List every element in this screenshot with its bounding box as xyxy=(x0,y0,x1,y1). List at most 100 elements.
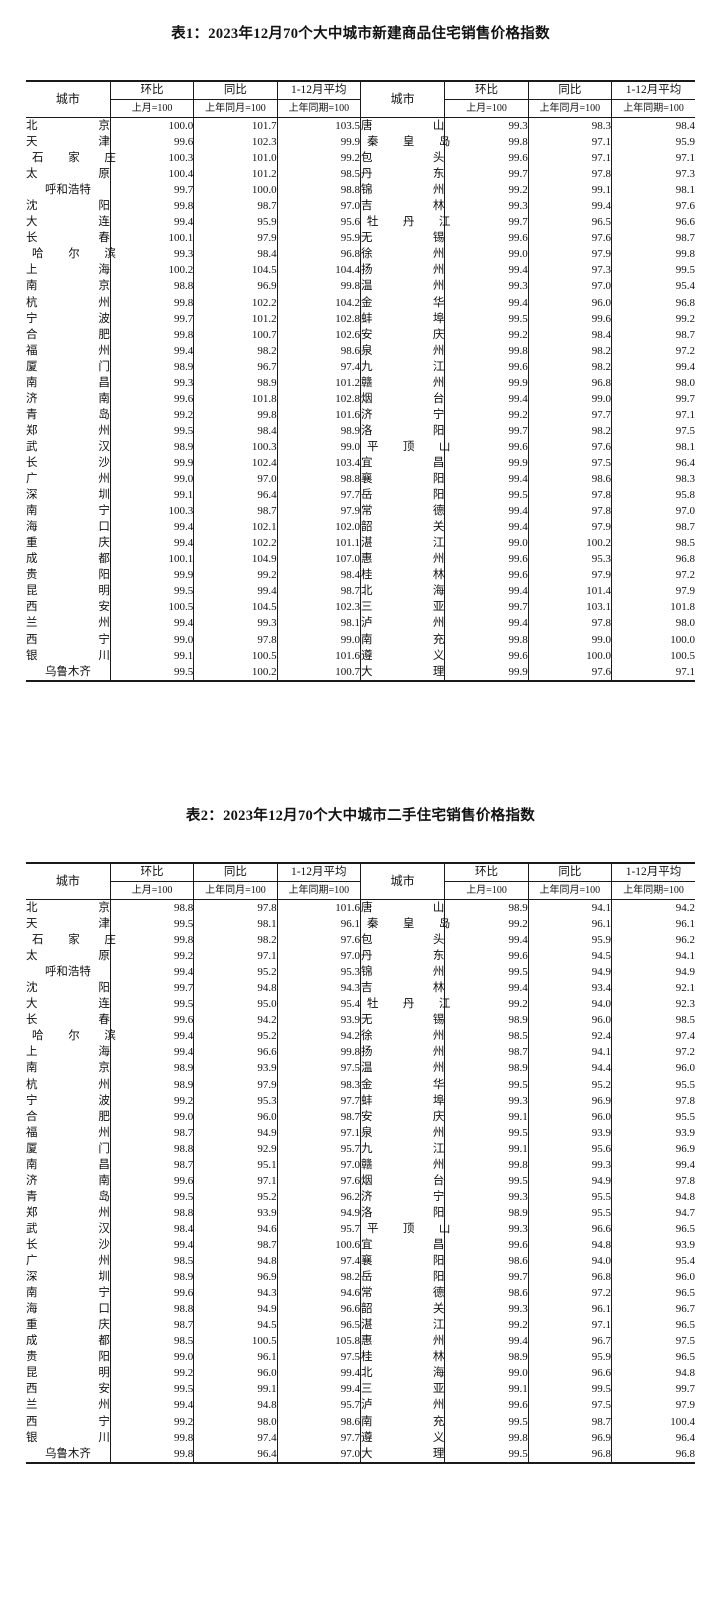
value-avg-left: 98.1 xyxy=(277,615,361,632)
t1-subhead-yoy-left: 上年同月=100 xyxy=(193,99,278,118)
value-yoy-left: 97.4 xyxy=(193,1429,278,1446)
value-yoy-right: 98.2 xyxy=(528,342,613,359)
city-name-right: 徐州 xyxy=(359,1028,446,1045)
city-name-left: 上海 xyxy=(26,262,111,279)
value-yoy-right: 95.9 xyxy=(528,1349,613,1366)
value-yoy-right: 96.6 xyxy=(528,1220,613,1237)
city-name-right: 大理 xyxy=(359,663,446,682)
value-avg-right: 94.9 xyxy=(675,966,695,979)
value-mom-left: 99.8 xyxy=(110,1429,195,1446)
table-row: 长沙 99.4 98.7 100.6 宜昌 99.6 94.8 93.9 xyxy=(26,1236,695,1254)
city-name-right: 烟台 xyxy=(359,1172,446,1189)
value-yoy-right: 99.4 xyxy=(528,198,613,215)
table-row: 银川 99.8 97.4 97.7 遵义 99.8 96.9 96.4 xyxy=(26,1429,695,1446)
city-name-right: 常德 xyxy=(359,1285,446,1302)
table-section-2: 表2：2023年12月70个大中城市二手住宅销售价格指数 城市 环比 同比 1-… xyxy=(0,782,721,1464)
value-mom-left: 99.5 xyxy=(110,1381,195,1398)
value-yoy-right: 96.8 xyxy=(528,1445,613,1464)
value-avg-left: 99.8 xyxy=(277,1044,361,1061)
city-name-left: 贵阳 xyxy=(26,567,111,584)
value-mom-left: 99.5 xyxy=(110,996,195,1013)
value-mom-left: 99.8 xyxy=(110,294,195,311)
table-row: 长春 99.6 94.2 93.9 无锡 98.9 96.0 98.5 xyxy=(26,1012,695,1029)
table-row: 成都 98.5 100.5 105.8 惠州 99.4 96.7 97.5 xyxy=(26,1333,695,1350)
value-mom-left: 99.0 xyxy=(110,1349,195,1366)
value-mom-right: 98.7 xyxy=(444,1044,529,1061)
city-name-right: 丹东 xyxy=(359,166,446,183)
value-avg-right: 101.8 xyxy=(670,601,695,614)
value-yoy-left: 104.5 xyxy=(193,599,278,616)
t1-header-group-mom-left: 环比 xyxy=(109,80,195,100)
value-avg-right: 97.3 xyxy=(675,168,695,181)
table-row: 乌鲁木齐 99.5 100.2 100.7 大理 99.9 97.6 97.1 xyxy=(26,663,695,682)
value-yoy-left: 101.8 xyxy=(193,390,278,407)
value-yoy-right: 93.4 xyxy=(528,980,613,997)
value-yoy-left: 95.3 xyxy=(193,1092,278,1109)
city-name-right: 九江 xyxy=(359,1140,446,1157)
city-name-left: 西安 xyxy=(26,599,111,616)
city-name-left: 沈阳 xyxy=(26,980,111,997)
value-yoy-right: 97.8 xyxy=(528,503,613,520)
t1-header-group-yoy-right: 同比 xyxy=(527,80,613,100)
value-yoy-right: 95.6 xyxy=(528,1140,613,1157)
value-avg-left: 97.4 xyxy=(277,358,361,375)
city-name-left: 宁波 xyxy=(26,1092,111,1109)
value-avg-right: 97.2 xyxy=(675,1046,695,1059)
table-row: 上海 99.4 96.6 99.8 扬州 98.7 94.1 97.2 xyxy=(26,1044,695,1061)
city-name-right: 牡丹江 xyxy=(359,996,450,1013)
city-name-left: 南昌 xyxy=(26,1156,111,1173)
value-mom-left: 98.7 xyxy=(110,1317,195,1334)
value-yoy-left: 98.1 xyxy=(193,916,278,933)
value-yoy-left: 92.9 xyxy=(193,1140,278,1157)
value-mom-left: 98.8 xyxy=(110,1204,195,1221)
city-name-left: 沈阳 xyxy=(26,198,111,215)
city-name-right: 三亚 xyxy=(359,599,446,616)
city-name-left: 长沙 xyxy=(26,1236,111,1254)
value-avg-left: 95.3 xyxy=(277,964,361,981)
value-mom-left: 100.2 xyxy=(110,262,195,279)
value-yoy-right: 99.1 xyxy=(528,182,613,199)
table-row: 哈尔滨 99.3 98.4 96.8 徐州 99.0 97.9 99.8 xyxy=(26,246,695,263)
value-avg-left: 94.2 xyxy=(277,1028,361,1045)
table-row: 合肥 99.8 100.7 102.6 安庆 99.2 98.4 98.7 xyxy=(26,326,695,343)
value-mom-right: 99.2 xyxy=(444,406,529,423)
value-avg-left: 103.4 xyxy=(277,454,361,472)
city-name-left: 重庆 xyxy=(26,1317,111,1334)
value-mom-left: 99.8 xyxy=(110,932,195,949)
value-avg-left: 102.0 xyxy=(277,519,361,536)
table-row: 昆明 99.2 96.0 99.4 北海 99.0 96.6 94.8 xyxy=(26,1365,695,1382)
value-yoy-left: 94.8 xyxy=(193,980,278,997)
city-name-right: 秦皇岛 xyxy=(359,916,450,933)
value-mom-left: 99.4 xyxy=(110,1028,195,1045)
table-row: 杭州 99.8 102.2 104.2 金华 99.4 96.0 96.8 xyxy=(26,294,695,311)
value-avg-right: 97.1 xyxy=(675,152,695,165)
value-avg-right: 98.5 xyxy=(675,537,695,550)
t1-header-city-left: 城市 xyxy=(26,80,111,118)
value-mom-right: 99.4 xyxy=(444,471,529,488)
value-avg-left: 95.6 xyxy=(277,214,361,231)
value-mom-left: 99.7 xyxy=(110,182,195,199)
value-avg-right: 100.4 xyxy=(670,1415,695,1428)
value-mom-right: 99.0 xyxy=(444,535,529,552)
value-mom-right: 99.8 xyxy=(444,1156,529,1173)
value-mom-right: 99.4 xyxy=(444,932,529,949)
city-name-left: 北京 xyxy=(26,117,111,135)
value-mom-left: 99.3 xyxy=(110,374,195,391)
value-mom-left: 99.1 xyxy=(110,487,195,504)
value-yoy-right: 97.9 xyxy=(528,567,613,584)
value-yoy-right: 98.4 xyxy=(528,326,613,343)
city-name-left: 昆明 xyxy=(26,583,111,600)
table-row: 合肥 99.0 96.0 98.7 安庆 99.1 96.0 95.5 xyxy=(26,1108,695,1125)
value-avg-right: 98.1 xyxy=(675,440,695,453)
value-yoy-right: 97.8 xyxy=(528,166,613,183)
value-yoy-left: 95.1 xyxy=(193,1156,278,1173)
city-name-left: 石家庄 xyxy=(26,150,116,167)
value-mom-right: 99.1 xyxy=(444,1108,529,1125)
city-name-left: 郑州 xyxy=(26,1204,111,1221)
value-mom-left: 99.6 xyxy=(110,134,195,151)
value-yoy-right: 94.1 xyxy=(528,899,613,917)
value-avg-right: 95.5 xyxy=(675,1078,695,1091)
city-name-left: 厦门 xyxy=(26,1140,111,1157)
city-name-right: 蚌埠 xyxy=(359,1092,446,1109)
table-row: 沈阳 99.7 94.8 94.3 吉林 99.4 93.4 92.1 xyxy=(26,980,695,997)
